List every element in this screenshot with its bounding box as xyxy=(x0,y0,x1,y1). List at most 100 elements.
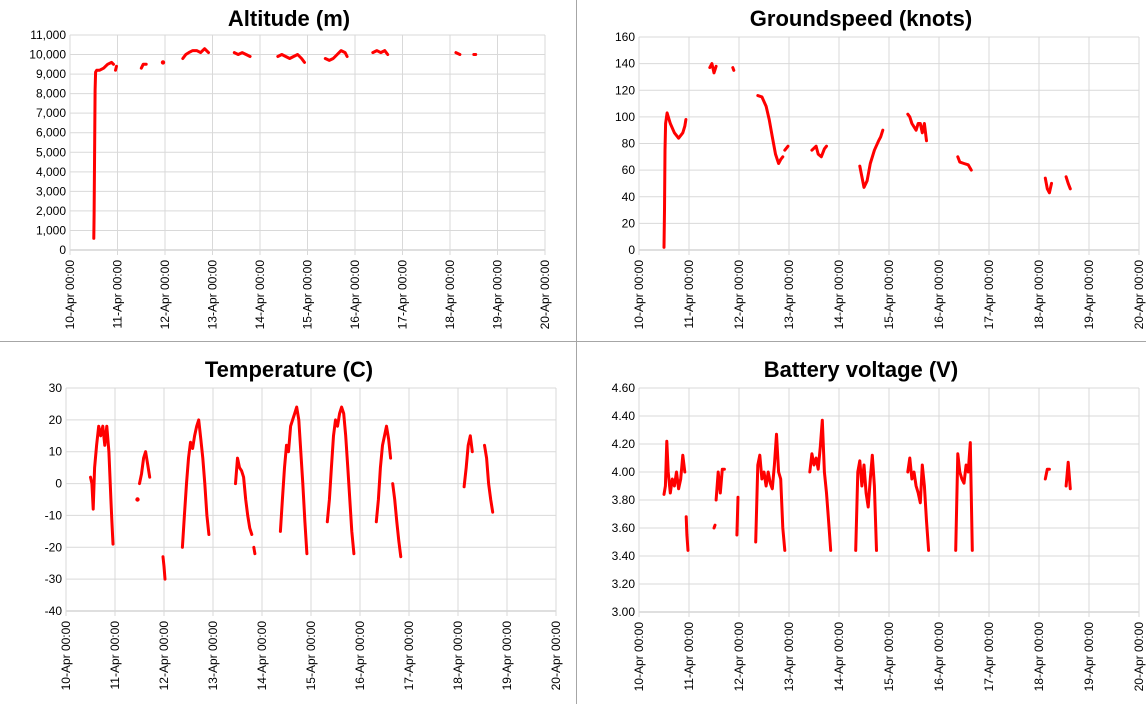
x-tick-label: 13-Apr 00:00 xyxy=(782,622,796,692)
x-tick-label: 19-Apr 00:00 xyxy=(500,621,514,691)
x-tick-label: 16-Apr 00:00 xyxy=(348,260,362,330)
series-segment xyxy=(956,155,973,172)
series-segment xyxy=(180,418,211,549)
y-tick-label: 11,000 xyxy=(30,28,66,42)
series-segment xyxy=(139,62,148,70)
y-tick-label: 10 xyxy=(49,445,63,459)
x-tick-label: 16-Apr 00:00 xyxy=(353,621,367,691)
series-segment xyxy=(138,450,152,486)
groundspeed-chart-panel: Groundspeed (knots) 0 20 40 60 80 100 120 140 160… xyxy=(577,0,1146,342)
y-tick-label: 20 xyxy=(49,413,63,427)
x-tick-label: 14-Apr 00:00 xyxy=(832,260,846,330)
y-tick-label: 3.40 xyxy=(612,549,636,563)
x-tick-label: 18-Apr 00:00 xyxy=(1032,622,1046,692)
y-tick-label: 160 xyxy=(615,30,635,44)
series-segment xyxy=(323,49,349,62)
x-tick-label: 15-Apr 00:00 xyxy=(304,621,318,691)
series-segment xyxy=(714,467,726,502)
series-segment xyxy=(662,439,687,496)
data-point xyxy=(135,497,140,502)
series-segment xyxy=(954,441,974,552)
x-tick-label: 13-Apr 00:00 xyxy=(206,260,220,330)
series-segment xyxy=(1064,460,1072,491)
altitude-chart: Altitude (m) 0 1,000 2,000 3,000 4,000 5,000 6,… xyxy=(29,6,552,330)
x-tick-label: 12-Apr 00:00 xyxy=(732,622,746,692)
series-segment xyxy=(1064,175,1072,191)
y-tick-label: 0 xyxy=(628,243,635,257)
x-tick-label: 10-Apr 00:00 xyxy=(632,622,646,692)
x-tick-label: 20-Apr 00:00 xyxy=(1132,622,1146,692)
series-segment xyxy=(712,523,717,530)
y-tick-label: 120 xyxy=(615,83,635,97)
x-tick-label: 15-Apr 00:00 xyxy=(882,622,896,692)
altitude-chart-panel: Altitude (m) 0 1,000 2,000 3,000 4,000 5,000 6,… xyxy=(0,0,577,342)
x-tick-label: 17-Apr 00:00 xyxy=(982,622,996,692)
series-segment xyxy=(756,94,785,165)
y-tick-label: 6,000 xyxy=(36,126,66,140)
series-segment xyxy=(278,405,309,556)
y-tick-label: 2,000 xyxy=(36,204,66,218)
y-tick-label: 40 xyxy=(622,190,636,204)
x-tick-label: 16-Apr 00:00 xyxy=(932,622,946,692)
x-tick-label: 11-Apr 00:00 xyxy=(682,260,696,329)
series-segment xyxy=(754,432,787,552)
x-tick-label: 14-Apr 00:00 xyxy=(255,621,269,691)
series-segment xyxy=(662,111,688,249)
series-segment xyxy=(114,64,118,72)
y-tick-label: 3.80 xyxy=(612,493,636,507)
x-tick-label: 10-Apr 00:00 xyxy=(59,621,73,691)
x-tick-label: 14-Apr 00:00 xyxy=(832,622,846,692)
x-tick-label: 17-Apr 00:00 xyxy=(396,260,410,330)
y-tick-label: 0 xyxy=(59,243,66,257)
x-tick-label: 15-Apr 00:00 xyxy=(301,260,315,330)
groundspeed-chart: Groundspeed (knots) 0 20 40 60 80 100 120 140 160… xyxy=(615,6,1146,330)
series-segment xyxy=(483,443,495,514)
y-tick-label: 4.60 xyxy=(612,381,636,395)
x-tick-label: 19-Apr 00:00 xyxy=(1082,622,1096,692)
battery-voltage-chart-panel: Battery voltage (V) 3.00 3.20 3.40 3.60 3.80 4… xyxy=(577,342,1146,704)
y-tick-label: -10 xyxy=(45,508,63,522)
series-segment xyxy=(371,49,390,56)
y-tick-label: 60 xyxy=(622,163,636,177)
x-tick-label: 10-Apr 00:00 xyxy=(632,260,646,330)
y-tick-label: 5,000 xyxy=(36,145,66,159)
x-tick-label: 13-Apr 00:00 xyxy=(782,260,796,330)
series-segment xyxy=(391,482,403,559)
y-tick-label: -40 xyxy=(45,604,63,618)
x-tick-label: 18-Apr 00:00 xyxy=(443,260,457,330)
x-tick-label: 11-Apr 00:00 xyxy=(111,260,125,329)
series-segment xyxy=(810,144,828,159)
y-tick-label: -30 xyxy=(45,572,63,586)
series-segment xyxy=(161,555,167,581)
y-tick-label: 4.00 xyxy=(612,465,636,479)
x-tick-label: 19-Apr 00:00 xyxy=(1082,260,1096,330)
y-tick-label: 3.60 xyxy=(612,521,636,535)
x-tick-label: 20-Apr 00:00 xyxy=(1132,260,1146,330)
x-tick-label: 18-Apr 00:00 xyxy=(451,621,465,691)
x-tick-label: 12-Apr 00:00 xyxy=(732,260,746,330)
y-tick-label: 3.20 xyxy=(612,577,636,591)
series-segment xyxy=(684,515,690,552)
y-tick-label: 20 xyxy=(622,216,636,230)
x-tick-label: 20-Apr 00:00 xyxy=(549,621,563,691)
x-tick-label: 11-Apr 00:00 xyxy=(108,621,122,690)
series-segment xyxy=(232,51,252,58)
y-tick-label: 3.00 xyxy=(612,605,636,619)
series-segment xyxy=(858,128,885,189)
temperature-chart-panel: Temperature (C) -40 -30 -20 -10 0 10 20 30 10-Apr… xyxy=(0,342,577,704)
temperature-chart: Temperature (C) -40 -30 -20 -10 0 10 20 30 10-Apr… xyxy=(45,357,563,691)
series-segment xyxy=(92,60,115,240)
series-segment xyxy=(454,51,462,56)
series-segment xyxy=(276,53,306,64)
y-tick-label: 4.40 xyxy=(612,409,636,423)
y-tick-label: 1,000 xyxy=(36,223,66,237)
y-tick-label: 9,000 xyxy=(36,67,66,81)
y-tick-label: -20 xyxy=(45,540,63,554)
x-tick-label: 17-Apr 00:00 xyxy=(402,621,416,691)
y-tick-label: 140 xyxy=(615,57,635,71)
y-tick-label: 4,000 xyxy=(36,165,66,179)
series-segment xyxy=(735,495,740,537)
y-tick-label: 3,000 xyxy=(36,184,66,198)
series-segment xyxy=(181,47,210,60)
x-tick-label: 12-Apr 00:00 xyxy=(158,260,172,330)
